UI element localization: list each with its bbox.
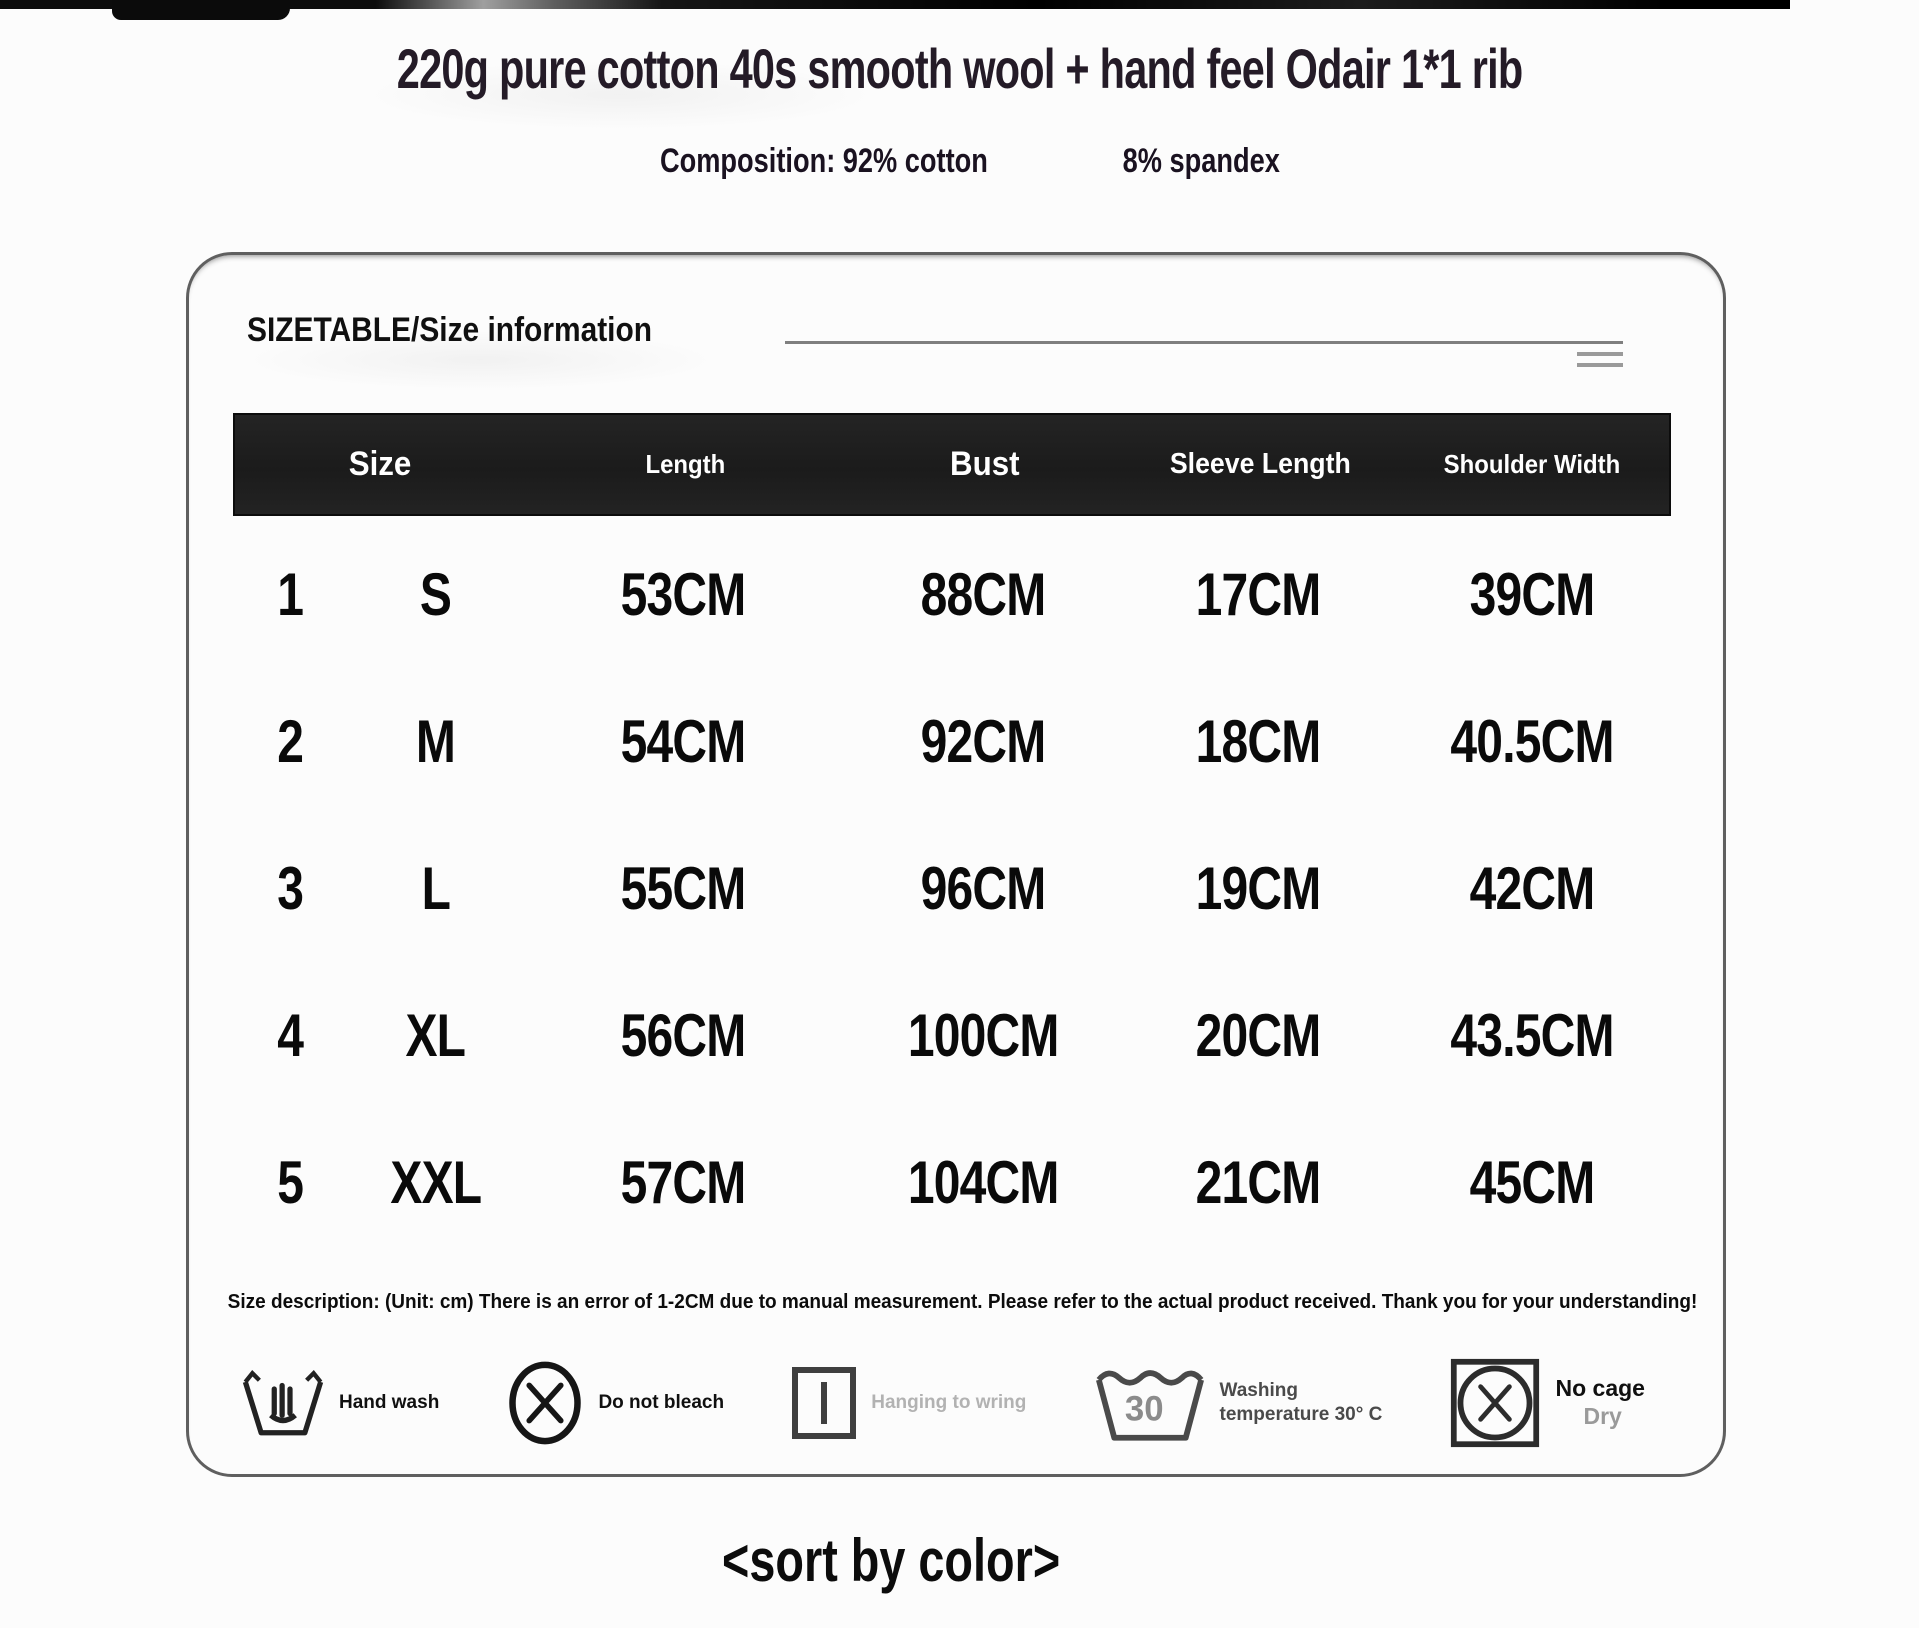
bust-value: 96CM — [920, 855, 1047, 922]
size-value: L — [421, 855, 450, 922]
shoulder-value: 40.5CM — [1450, 708, 1614, 775]
table-row: 5 XXL 57CM 104CM 21CM 45CM — [233, 1109, 1671, 1256]
row-index: 3 — [277, 855, 305, 922]
hand-wash-icon — [241, 1365, 325, 1441]
care-item-no-cage-dry: No cage Dry — [1449, 1357, 1645, 1449]
table-body: 1 S 53CM 88CM 17CM 39CM 2 M 54CM 92CM 18… — [233, 521, 1671, 1256]
size-value: XL — [405, 1002, 467, 1069]
column-header-bust: Bust — [950, 445, 1020, 483]
shoulder-value: 45CM — [1469, 1149, 1596, 1216]
do-not-bleach-icon — [506, 1360, 584, 1446]
top-left-blob — [112, 0, 290, 20]
sleeve-value: 20CM — [1195, 1002, 1322, 1069]
bust-value: 88CM — [920, 561, 1047, 628]
size-value: XXL — [390, 1149, 482, 1216]
column-header-sleeve-length: Sleeve Length — [1169, 448, 1351, 480]
care-instructions-row: Hand wash Do not bleach Hanging to wring — [241, 1347, 1645, 1459]
size-info-card: SIZETABLE/Size information Size Length B… — [186, 252, 1726, 1477]
size-value: S — [419, 561, 452, 628]
sleeve-value: 17CM — [1195, 561, 1322, 628]
length-value: 53CM — [620, 561, 747, 628]
washing-temp-number: 30 — [1124, 1390, 1163, 1428]
row-index: 4 — [277, 1002, 305, 1069]
shoulder-value: 42CM — [1469, 855, 1596, 922]
table-row: 3 L 55CM 96CM 19CM 42CM — [233, 815, 1671, 962]
care-item-washing-temperature: 30 Washing temperature 30° C — [1094, 1362, 1383, 1444]
length-value: 56CM — [620, 1002, 747, 1069]
sleeve-value: 18CM — [1195, 708, 1322, 775]
background-artifact — [360, 60, 880, 130]
composition-line: Composition: 92% cotton 8% spandex — [0, 142, 1919, 181]
care-label: Do not bleach — [598, 1392, 725, 1413]
table-row: 4 XL 56CM 100CM 20CM 43.5CM — [233, 962, 1671, 1109]
row-index: 5 — [277, 1149, 305, 1216]
sleeve-value: 19CM — [1195, 855, 1322, 922]
bust-value: 104CM — [907, 1149, 1060, 1216]
length-value: 57CM — [620, 1149, 747, 1216]
double-line-mark — [1577, 363, 1623, 367]
care-item-hand-wash: Hand wash — [241, 1365, 439, 1441]
length-value: 55CM — [620, 855, 747, 922]
no-cage-dry-icon — [1449, 1357, 1541, 1449]
heading-rule-line — [785, 341, 1623, 344]
care-item-hang-to-wring: Hanging to wring — [791, 1367, 1026, 1439]
care-label: Washing temperature 30° C — [1219, 1380, 1383, 1425]
table-row: 1 S 53CM 88CM 17CM 39CM — [233, 521, 1671, 668]
column-header-length: Length — [645, 449, 725, 479]
table-row: 2 M 54CM 92CM 18CM 40.5CM — [233, 668, 1671, 815]
footer-sort-by-color: <sort by color> — [721, 1527, 1060, 1594]
row-index: 2 — [277, 708, 305, 775]
double-line-mark — [1577, 352, 1623, 356]
size-table-heading: SIZETABLE/Size information — [247, 311, 653, 349]
column-header-shoulder-width: Shoulder Width — [1443, 449, 1621, 479]
care-label: Hand wash — [339, 1392, 440, 1413]
bust-value: 92CM — [920, 708, 1047, 775]
page-title: 220g pure cotton 40s smooth wool + hand … — [0, 36, 1919, 101]
bust-value: 100CM — [907, 1002, 1060, 1069]
table-header-row: Size Length Bust Sleeve Length Shoulder … — [233, 413, 1671, 516]
composition-cotton: Composition: 92% cotton — [660, 142, 989, 180]
shoulder-value: 43.5CM — [1450, 1002, 1614, 1069]
column-header-size: Size — [348, 445, 412, 483]
top-decorative-strip — [0, 0, 1790, 9]
length-value: 54CM — [620, 708, 747, 775]
shoulder-value: 39CM — [1469, 561, 1596, 628]
composition-spandex: 8% spandex — [1122, 142, 1281, 180]
size-value: M — [415, 708, 456, 775]
care-label: Hanging to wring — [871, 1392, 1027, 1413]
care-label: No cage Dry — [1555, 1375, 1645, 1429]
sleeve-value: 21CM — [1195, 1149, 1322, 1216]
care-item-do-not-bleach: Do not bleach — [506, 1360, 724, 1446]
row-index: 1 — [277, 561, 305, 628]
size-description-note: Size description: (Unit: cm) There is an… — [227, 1291, 1698, 1313]
page-title-text: 220g pure cotton 40s smooth wool + hand … — [396, 37, 1523, 100]
background-artifact — [240, 330, 720, 390]
washing-temperature-icon: 30 — [1094, 1362, 1206, 1444]
hang-to-wring-icon — [791, 1367, 857, 1439]
